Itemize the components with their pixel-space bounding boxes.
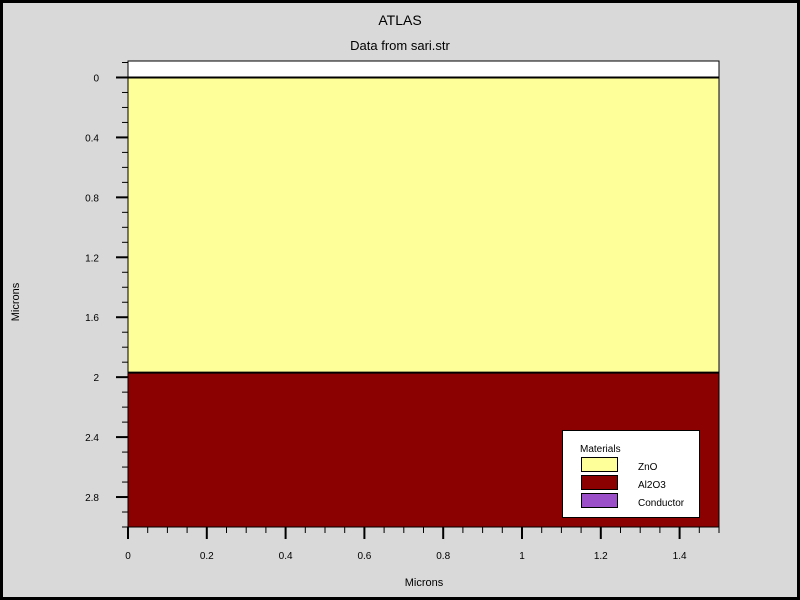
chart-title: ATLAS: [378, 12, 422, 28]
x-tick-label: 0: [125, 551, 131, 562]
y-tick-label: 2.4: [85, 433, 99, 444]
legend: Materials ZnO Al2O3 Conductor: [562, 430, 700, 518]
legend-title: Materials: [580, 444, 621, 455]
x-tick-label: 0.4: [279, 551, 293, 562]
legend-label-conductor: Conductor: [638, 498, 685, 509]
legend-swatch-al2o3: [581, 475, 618, 490]
legend-swatch-conductor: [581, 493, 618, 508]
y-tick-label: 2.8: [85, 493, 99, 504]
region-zno: [128, 77, 719, 373]
legend-label-al2o3: Al2O3: [638, 480, 666, 491]
y-tick-label: 1.2: [85, 253, 99, 264]
legend-label-zno: ZnO: [638, 462, 658, 473]
x-tick-label: 0.6: [357, 551, 371, 562]
chart-subtitle: Data from sari.str: [350, 38, 450, 53]
y-tick-label: 2: [93, 373, 99, 384]
y-axis-label: Microns: [10, 282, 22, 322]
x-tick-label: 1: [519, 551, 525, 562]
y-tick-label: 1.6: [85, 313, 99, 324]
x-tick-label: 0.2: [200, 551, 214, 562]
y-tick-label: 0.8: [85, 193, 99, 204]
x-tick-label: 1.4: [673, 551, 687, 562]
y-tick-label: 0.4: [85, 133, 99, 144]
x-tick-label: 0.8: [436, 551, 450, 562]
x-axis-label: Microns: [404, 577, 444, 589]
y-tick-label: 0: [93, 73, 99, 84]
legend-swatch-zno: [581, 457, 618, 472]
x-tick-label: 1.2: [594, 551, 608, 562]
